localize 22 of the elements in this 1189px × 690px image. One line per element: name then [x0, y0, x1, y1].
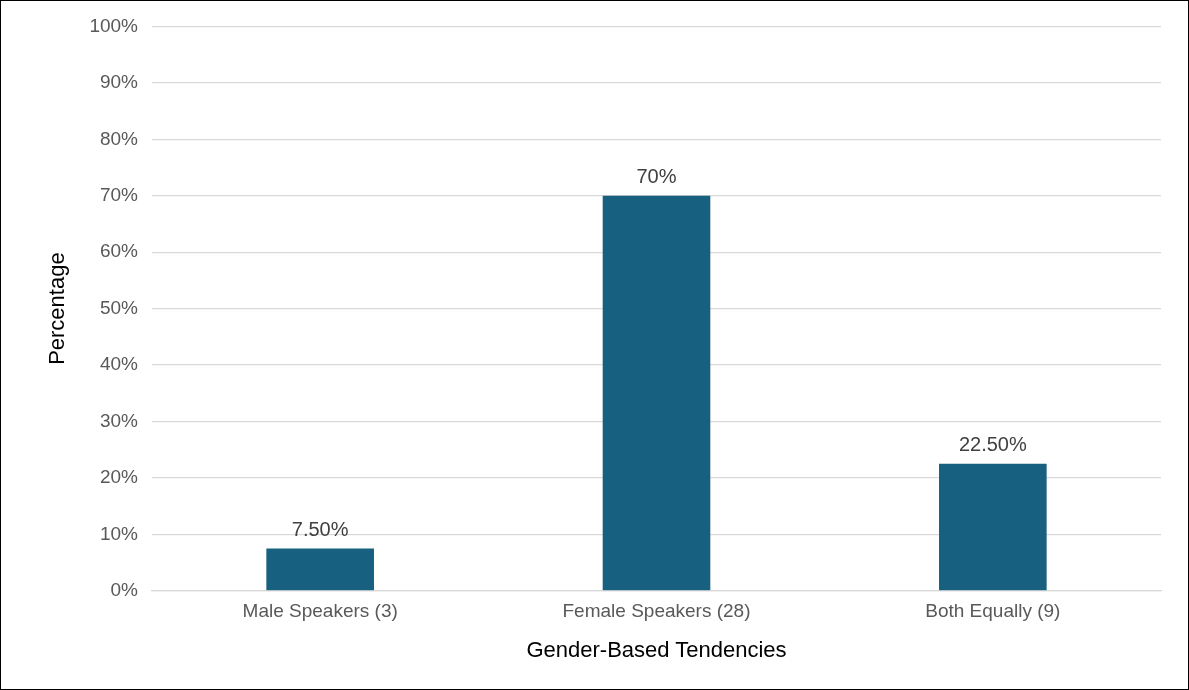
y-axis-title: Percentage: [44, 252, 70, 365]
y-tick-label: 0%: [110, 579, 139, 601]
y-tick-label: 50%: [99, 296, 139, 318]
y-tick-label: 20%: [99, 466, 139, 488]
bar: [602, 195, 711, 591]
data-label: 22.50%: [958, 433, 1027, 456]
y-tick-label: 40%: [99, 353, 139, 375]
bar: [939, 463, 1047, 591]
y-tick-label: 100%: [89, 14, 139, 36]
data-label: 70%: [636, 165, 677, 188]
y-tick-label: 90%: [99, 71, 139, 93]
x-tick-label: Both Equally (9): [925, 600, 1061, 622]
y-tick-label: 80%: [99, 127, 139, 149]
bar: [266, 548, 374, 591]
y-tick-label: 70%: [99, 183, 139, 205]
y-tick-label: 60%: [99, 240, 139, 262]
x-axis-title: Gender-Based Tendencies: [526, 636, 787, 662]
data-label: 7.50%: [291, 517, 349, 540]
x-tick-label: Male Speakers (3): [242, 600, 398, 622]
y-tick-label: 30%: [99, 409, 139, 431]
x-tick-label: Female Speakers (28): [562, 600, 751, 622]
y-tick-label: 10%: [99, 522, 139, 544]
